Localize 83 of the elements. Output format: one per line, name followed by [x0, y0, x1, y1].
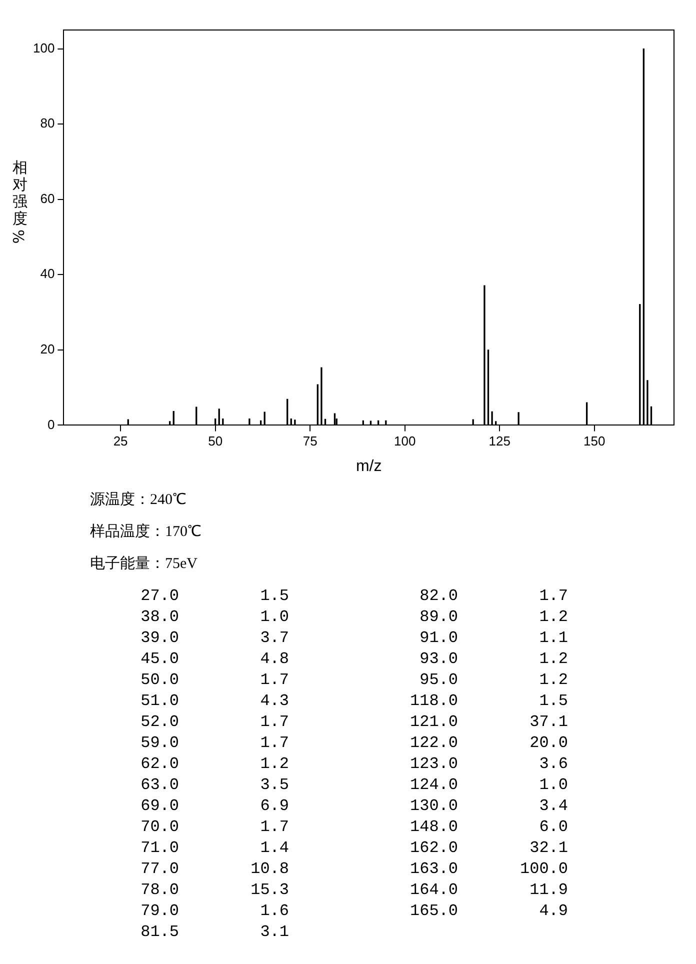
text: 69.0	[140, 796, 179, 817]
x-tick-label: 125	[488, 434, 510, 449]
text: 50.0	[140, 670, 179, 691]
text: 27.0	[140, 586, 179, 607]
text: 71.0	[140, 838, 179, 859]
x-tick-label: 50	[208, 434, 223, 449]
text: 162.0	[410, 838, 458, 859]
text: 3.4	[539, 796, 568, 817]
text: 130.0	[410, 796, 458, 817]
y-tick-label: 40	[40, 266, 55, 282]
x-tick-label: 75	[302, 434, 318, 449]
text: 95.0	[420, 670, 458, 691]
text: 6.0	[539, 817, 568, 838]
text: 100.0	[520, 859, 568, 880]
text: 电子能量：75eV	[90, 554, 198, 574]
text: 79.0	[140, 901, 179, 922]
text: 1.7	[260, 733, 289, 754]
text: 1.4	[260, 838, 289, 859]
y-tick-label: 20	[40, 342, 55, 356]
text: 91.0	[420, 628, 458, 649]
text: 165.0	[410, 901, 458, 922]
text: 1.7	[260, 670, 289, 691]
text: 1.2	[539, 607, 568, 628]
text: 1.2	[539, 649, 568, 670]
x-axis-title: m/z	[356, 458, 382, 475]
text: 1.5	[260, 586, 289, 607]
text: 78.0	[140, 880, 179, 901]
text: 163.0	[410, 859, 458, 880]
x-tick-label: 150	[584, 434, 606, 449]
text: 164.0	[410, 880, 458, 901]
text: 39.0	[140, 628, 179, 649]
text: 89.0	[420, 607, 458, 628]
text: 1.0	[260, 607, 289, 628]
text: 3.5	[260, 775, 289, 796]
text: 77.0	[140, 859, 179, 880]
text: 121.0	[410, 712, 458, 733]
text: 20.0	[530, 733, 568, 754]
text: 11.9	[530, 880, 568, 901]
text: 59.0	[140, 733, 179, 754]
text: 1.7	[260, 817, 289, 838]
text: 118.0	[410, 691, 458, 712]
text: 62.0	[140, 754, 179, 775]
text: 1.2	[260, 754, 289, 775]
y-tick-label: 60	[40, 190, 55, 206]
text: 1.0	[539, 775, 568, 796]
text: 3.6	[539, 754, 568, 775]
text: 122.0	[410, 733, 458, 754]
text: 45.0	[140, 649, 179, 670]
text: 51.0	[140, 691, 179, 712]
text: 3.1	[260, 922, 289, 943]
x-tick-label: 25	[113, 434, 128, 449]
text: 82.0	[420, 586, 458, 607]
y-tick-label: 0	[47, 416, 55, 432]
text: 4.8	[260, 649, 289, 670]
text: 123.0	[410, 754, 458, 775]
text: 3.7	[260, 628, 289, 649]
text: 10.8	[250, 859, 289, 880]
text: 1.6	[260, 901, 289, 922]
text: 1.7	[260, 712, 289, 733]
text: 1.5	[539, 691, 568, 712]
text: 81.5	[140, 922, 179, 943]
text: 4.3	[260, 691, 289, 712]
text: 70.0	[140, 817, 179, 838]
text: 15.3	[250, 880, 289, 901]
text: 1.2	[539, 670, 568, 691]
text: 63.0	[140, 775, 179, 796]
text: 6.9	[260, 796, 289, 817]
text: 源温度：240℃	[90, 490, 188, 510]
text: 148.0	[410, 817, 458, 838]
text: 32.1	[530, 838, 568, 859]
text: 52.0	[140, 712, 179, 733]
text: 38.0	[140, 607, 179, 628]
x-tick-label: 100	[394, 434, 416, 449]
text: 124.0	[410, 775, 458, 796]
text: 93.0	[420, 649, 458, 670]
text: 1.7	[539, 586, 568, 607]
y-tick-label: 80	[40, 116, 55, 131]
text: 4.9	[539, 901, 568, 922]
y-tick-label: 100	[32, 40, 55, 56]
text: 样品温度：170℃	[90, 522, 202, 542]
text: 37.1	[530, 712, 568, 733]
text: 1.1	[539, 628, 568, 649]
y-axis-title: 相对强度%	[10, 158, 28, 244]
